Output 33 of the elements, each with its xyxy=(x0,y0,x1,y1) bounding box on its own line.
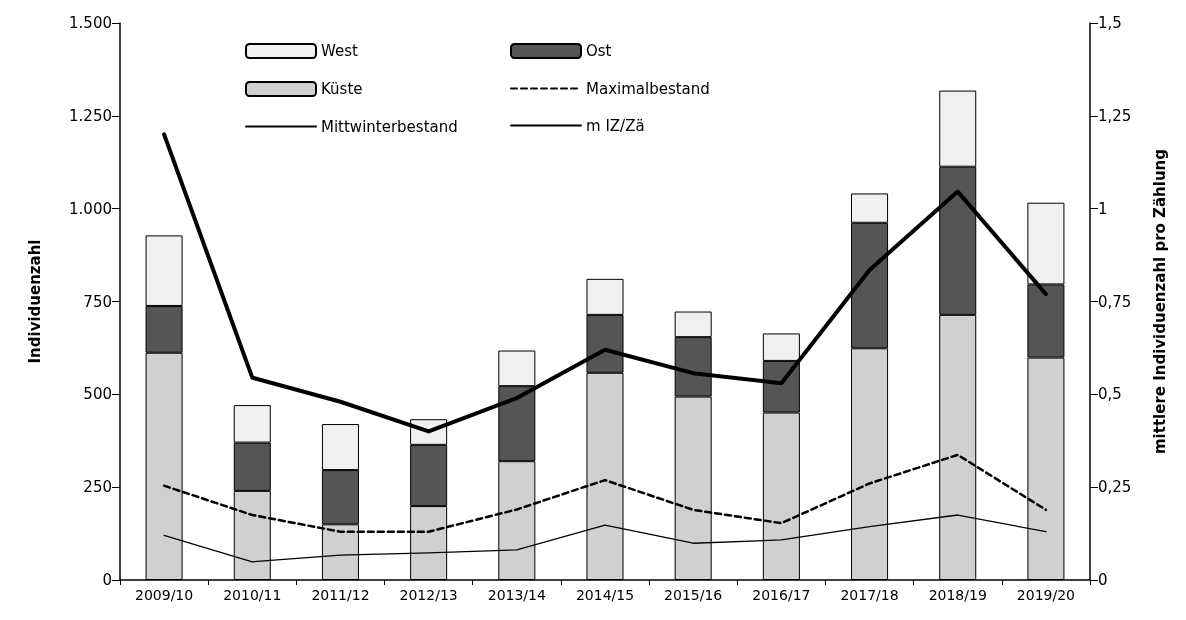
y-tick-label: 1.250 xyxy=(69,106,112,125)
y2-tick-label: 0,5 xyxy=(1098,385,1122,404)
legend-label: Ost xyxy=(586,42,612,60)
x-tick-label: 2013/14 xyxy=(487,587,546,603)
y2-tick-label: 0 xyxy=(1098,571,1108,589)
x-tick-label: 2018/19 xyxy=(928,587,987,603)
y2-tick-label: 1,5 xyxy=(1098,14,1122,32)
legend-label: Küste xyxy=(321,80,363,98)
x-tick-label: 2011/12 xyxy=(311,587,370,603)
y-tick-label: 250 xyxy=(83,478,112,497)
x-tick-label: 2014/15 xyxy=(575,587,635,603)
y2-tick-label: 0,75 xyxy=(1098,292,1132,311)
x-tick-label: 2015/16 xyxy=(664,587,723,603)
x-tick-label: 2019/20 xyxy=(1016,587,1075,603)
y2-tick-label: 1 xyxy=(1098,199,1108,218)
y-axis-title: Individuenzahl xyxy=(25,239,44,364)
y2-axis-title: mittlere Individuenzahl pro Zählung xyxy=(1150,148,1169,455)
x-tick-label: 2012/13 xyxy=(399,587,458,603)
legend-label: Maximalbestand xyxy=(586,79,710,98)
x-tick-label: 2010/11 xyxy=(223,587,282,603)
y2-tick-label: 1,25 xyxy=(1098,106,1132,125)
x-tick-label: 2017/18 xyxy=(840,587,899,603)
x-tick-label: 2016/17 xyxy=(752,587,811,603)
y-tick-label: 1.000 xyxy=(69,199,112,218)
y2-tick-label: 0,25 xyxy=(1098,478,1132,497)
legend-label: m IZ/Zä xyxy=(586,116,645,135)
y-tick-label: 1.500 xyxy=(69,14,112,32)
y-tick-label: 0 xyxy=(102,571,112,589)
legend-label: Mittwinterbestand xyxy=(321,117,458,136)
legend-label: West xyxy=(321,42,358,60)
y-tick-label: 500 xyxy=(83,385,112,404)
y-tick-label: 750 xyxy=(83,292,112,311)
x-tick-label: 2009/10 xyxy=(135,587,194,603)
